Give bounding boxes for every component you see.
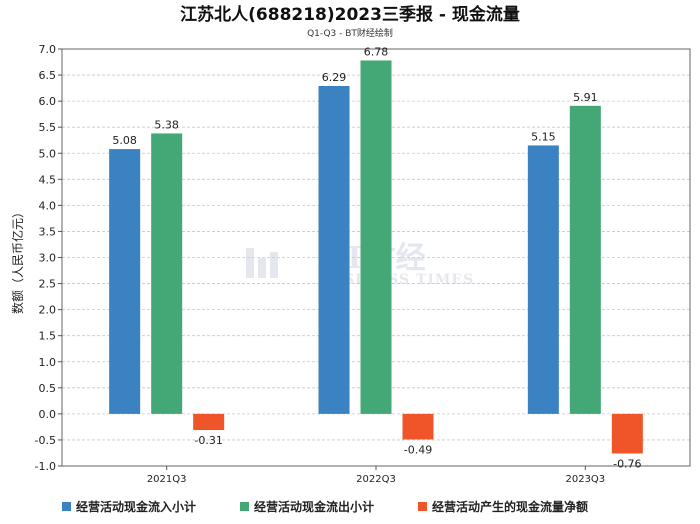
chart-subtitle: Q1-Q3 - BT财经绘制	[307, 27, 393, 39]
x-tick-label: 2021Q3	[147, 474, 187, 485]
y-axis-label: 数额（人民币亿元）	[10, 206, 25, 314]
y-tick-label: 5.0	[39, 147, 57, 160]
legend-label: 经营活动现金流入小计	[76, 499, 196, 514]
chart-title: 江苏北人(688218)2023三季报 - 现金流量	[180, 4, 520, 25]
bar	[318, 86, 350, 414]
y-tick-label: 4.5	[39, 173, 57, 186]
legend: 经营活动现金流入小计 经营活动现金流出小计 经营活动产生的现金流量净额	[62, 499, 588, 514]
y-tick-label: 6.5	[39, 69, 57, 82]
data-label: 6.78	[364, 45, 389, 58]
watermark-logo: BT财经 BUSINESS TIMES	[246, 241, 474, 288]
bar	[527, 145, 559, 414]
watermark-logo-bar	[270, 252, 278, 278]
data-label: 6.29	[322, 71, 347, 84]
y-tick-label: 4.0	[39, 199, 57, 212]
data-label: -0.49	[404, 443, 432, 456]
watermark-logo-bar	[246, 248, 254, 278]
watermark-logo-bar	[258, 258, 266, 278]
x-tick-label: 2022Q3	[356, 474, 396, 485]
y-tick-label: 0.5	[39, 382, 57, 395]
y-tick-label: 2.5	[39, 278, 57, 291]
bars	[109, 60, 643, 454]
y-axis-ticks: -1.0 -0.5 0.0 0.5 1.0 1.5 2.0 2.5 3.0 3.5 4.0 4.5 5.…	[35, 43, 62, 473]
y-tick-label: 1.5	[39, 330, 57, 343]
y-tick-label: -1.0	[35, 460, 56, 473]
y-tick-label: 1.0	[39, 356, 57, 369]
data-label: 5.91	[573, 91, 598, 104]
legend-label: 经营活动产生的现金流量净额	[432, 499, 588, 514]
x-tick-label: 2023Q3	[565, 474, 605, 485]
y-tick-label: 3.5	[39, 225, 57, 238]
bar	[109, 149, 141, 414]
legend-swatch	[240, 502, 249, 511]
bar	[193, 413, 225, 431]
y-tick-label: 2.0	[39, 304, 57, 317]
data-label: -0.31	[194, 434, 222, 447]
y-tick-label: 6.0	[39, 95, 57, 108]
bar	[151, 133, 183, 414]
y-tick-label: 0.0	[39, 408, 57, 421]
x-axis-ticks: 2021Q3 2022Q3 2023Q3	[147, 466, 605, 485]
bar	[402, 413, 434, 440]
bar	[569, 105, 601, 414]
data-label: 5.08	[112, 134, 137, 147]
bar	[611, 413, 643, 454]
data-labels: 5.08 5.38 -0.31 6.29 6.78 -0.49 5.15 5.91 -0.76	[112, 45, 641, 470]
legend-swatch	[62, 502, 71, 511]
y-tick-label: -0.5	[35, 434, 56, 447]
data-label: 5.38	[154, 118, 179, 131]
y-tick-label: 7.0	[39, 43, 57, 56]
y-tick-label: 5.5	[39, 121, 57, 134]
bar	[360, 60, 392, 414]
data-label: 5.15	[531, 130, 556, 143]
legend-swatch	[418, 502, 427, 511]
watermark-sub-text: BUSINESS TIMES	[318, 272, 474, 288]
legend-label: 经营活动现金流出小计	[254, 499, 374, 514]
y-tick-label: 3.0	[39, 252, 57, 265]
data-label: -0.76	[613, 457, 641, 470]
